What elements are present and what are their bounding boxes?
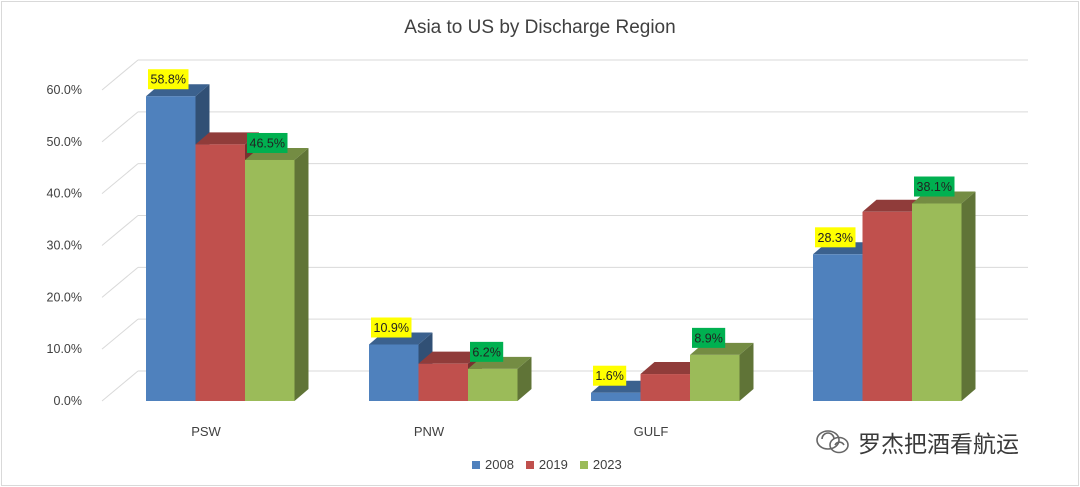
data-label-2008: 10.9% <box>374 321 409 335</box>
data-label-bg-2023 <box>247 132 288 153</box>
data-label-2023: 38.1% <box>917 180 952 194</box>
bar-2008 <box>813 254 863 401</box>
gridline-diagonal <box>101 215 139 246</box>
gridline-diagonal <box>101 163 139 195</box>
legend-label-2023: 2023 <box>592 457 622 472</box>
watermark-text: 罗杰把酒看航运 <box>858 432 1019 458</box>
chart-legend: 2008 2019 2023 <box>472 457 622 472</box>
y-tick-label: 10.0% <box>47 342 82 356</box>
bar-2019 <box>640 374 690 401</box>
y-tick-label: 30.0% <box>47 239 82 253</box>
legend-swatch-2019 <box>525 460 534 469</box>
legend-item-2008: 2008 <box>472 457 514 472</box>
bar-2023 <box>690 354 740 401</box>
y-tick-label: 50.0% <box>47 135 82 149</box>
bar-side-2023 <box>739 342 754 401</box>
legend-label-2008: 2008 <box>485 457 514 472</box>
legend-swatch-2023 <box>579 460 588 469</box>
bar-2023 <box>468 368 518 401</box>
bar-2019 <box>418 363 468 401</box>
gridline-diagonal <box>101 111 139 143</box>
gridline-diagonal <box>101 266 139 298</box>
bar-2008 <box>369 344 419 401</box>
bar-side-2023 <box>294 147 309 401</box>
data-label-bg-2008 <box>593 365 627 386</box>
bar-2019 <box>862 211 912 401</box>
bar-2023 <box>245 159 295 401</box>
data-label-bg-2008 <box>815 227 856 248</box>
data-label-2023: 46.5% <box>250 136 285 150</box>
gridline-diagonal <box>101 318 139 350</box>
legend-swatch-2008 <box>472 460 480 469</box>
data-label-2008: 28.3% <box>818 231 853 245</box>
wechat-official-account-icon <box>816 430 849 454</box>
x-category-label: GULF <box>634 424 669 439</box>
y-tick-label: 20.0% <box>47 290 82 304</box>
chart-title: Asia to US by Discharge Region <box>404 17 676 38</box>
data-label-2008: 1.6% <box>595 369 624 383</box>
x-category-label: PSW <box>191 424 221 439</box>
bar-2008 <box>591 392 641 401</box>
bar-top-2019 <box>640 362 704 375</box>
watermark: 罗杰把酒看航运 <box>814 422 1019 462</box>
bar-2008 <box>146 96 196 401</box>
data-label-2023: 6.2% <box>472 345 501 359</box>
legend-item-2019: 2019 <box>525 457 568 472</box>
data-label-bg-2023 <box>914 176 955 197</box>
bar-2023 <box>912 203 962 401</box>
bar-side-2023 <box>961 191 976 401</box>
data-label-bg-2023 <box>470 341 504 362</box>
gridline-diagonal <box>101 59 139 91</box>
bar-2019 <box>195 144 245 402</box>
gridline-diagonal <box>101 370 139 402</box>
legend-item-2023: 2023 <box>579 457 622 472</box>
data-label-2008: 58.8% <box>151 73 186 87</box>
bar-top-2019 <box>418 351 482 364</box>
data-label-2023: 8.9% <box>694 331 723 345</box>
bar-top-2019 <box>862 199 926 212</box>
y-tick-label: 0.0% <box>54 394 83 408</box>
bar-side-2023 <box>517 356 532 401</box>
data-label-bg-2008 <box>371 317 412 338</box>
y-tick-label: 40.0% <box>47 187 82 201</box>
bar-top-2019 <box>195 132 259 145</box>
legend-label-2019: 2019 <box>538 457 568 472</box>
data-label-bg-2008 <box>148 69 189 90</box>
y-tick-label: 60.0% <box>47 83 82 97</box>
x-category-label: PNW <box>414 424 445 439</box>
data-label-bg-2023 <box>692 327 726 348</box>
